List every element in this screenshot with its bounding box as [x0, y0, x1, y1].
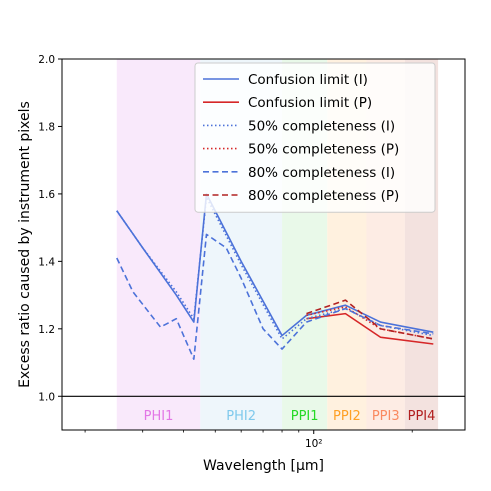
y-tick-label: 1.4: [38, 256, 55, 268]
band-label-ppi2: PPI2: [333, 409, 361, 424]
y-tick-label: 1.6: [38, 189, 55, 201]
x-axis-title: Wavelength [μm]: [203, 458, 324, 474]
band-label-ppi1: PPI1: [291, 409, 319, 424]
axes: 1.0 1.2 1.4 1.6 1.8 2.0 10²: [38, 54, 466, 450]
series-80-completeness-p: [306, 299, 434, 340]
band-label-ppi4: PPI4: [408, 409, 436, 424]
legend: Confusion limit (I) Confusion limit (P) 50…: [194, 62, 436, 213]
legend-label: 80% completeness (I): [248, 165, 395, 181]
y-tick-label: 1.2: [38, 324, 55, 336]
band-labels: PHI1 PHI2 PPI1 PPI2 PPI3 PPI4: [144, 409, 436, 424]
series-50-completeness-i: [116, 196, 434, 340]
x-tick-label: 10²: [305, 438, 323, 450]
y-axis-title: Excess ratio caused by instrument pixels: [17, 101, 33, 388]
y-tick-label: 2.0: [38, 54, 55, 66]
band-label-phi1: PHI1: [144, 409, 174, 424]
band-phi1: [116, 59, 201, 430]
band-label-phi2: PHI2: [226, 409, 256, 424]
y-tick-label: 1.0: [38, 391, 55, 403]
series-confusion-limit-i: [116, 193, 434, 337]
legend-label: 50% completeness (I): [248, 118, 395, 134]
plot-frame: [61, 58, 466, 431]
legend-label: 80% completeness (P): [248, 188, 399, 204]
y-tick-label: 1.8: [38, 121, 55, 133]
legend-box: [194, 62, 436, 213]
legend-label: 50% completeness (P): [248, 142, 399, 158]
legend-label: Confusion limit (I): [248, 72, 368, 88]
legend-label: Confusion limit (P): [248, 95, 372, 111]
data-series: [116, 193, 434, 360]
band-label-ppi3: PPI3: [372, 409, 400, 424]
